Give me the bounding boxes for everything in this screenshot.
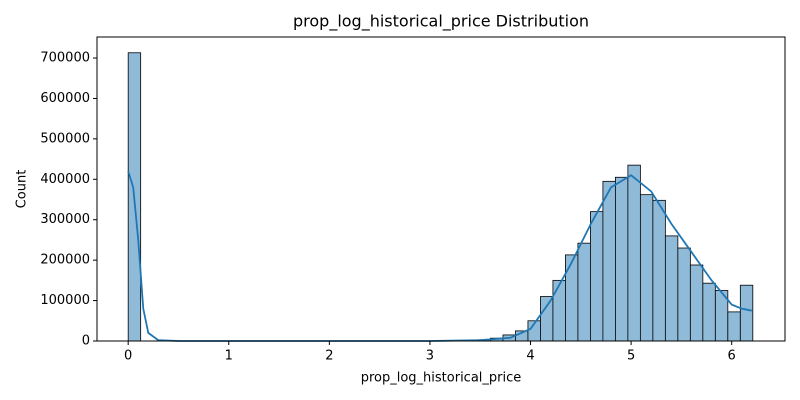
y-tick-label: 400000 — [40, 172, 90, 187]
bar — [540, 296, 554, 342]
bar — [739, 284, 754, 342]
x-tick-label: 0 — [124, 349, 132, 364]
x-axis-label: prop_log_historical_price — [361, 371, 522, 386]
x-tick-label: 4 — [526, 349, 534, 364]
x-tick-label: 2 — [325, 349, 333, 364]
bar — [652, 199, 666, 342]
bar — [614, 176, 629, 342]
y-tick-label: 500000 — [40, 131, 90, 146]
y-tick-label: 0 — [82, 334, 90, 349]
bar — [602, 180, 616, 342]
bar — [639, 194, 654, 342]
y-tick-label: 700000 — [40, 51, 90, 66]
y-tick-label: 200000 — [40, 253, 90, 268]
chart-title: prop_log_historical_price Distribution — [293, 12, 589, 32]
x-tick-label: 6 — [728, 349, 736, 364]
bar — [727, 311, 741, 342]
y-tick-label: 600000 — [40, 91, 90, 106]
kde-line — [127, 170, 752, 342]
bar — [702, 282, 716, 342]
bar — [664, 235, 679, 342]
bar — [677, 247, 691, 342]
bar — [627, 164, 641, 342]
y-axis-label: Count — [15, 170, 30, 209]
x-tick-label: 5 — [627, 349, 635, 364]
bar — [552, 279, 566, 342]
plot-frame — [96, 36, 786, 342]
bar — [577, 242, 591, 342]
bar — [590, 211, 604, 342]
bar — [565, 254, 579, 342]
x-tick-label: 3 — [426, 349, 434, 364]
y-tick-label: 300000 — [40, 212, 90, 227]
y-tick-label: 100000 — [40, 293, 90, 308]
x-tick-label: 1 — [225, 349, 233, 364]
bar — [689, 264, 704, 342]
